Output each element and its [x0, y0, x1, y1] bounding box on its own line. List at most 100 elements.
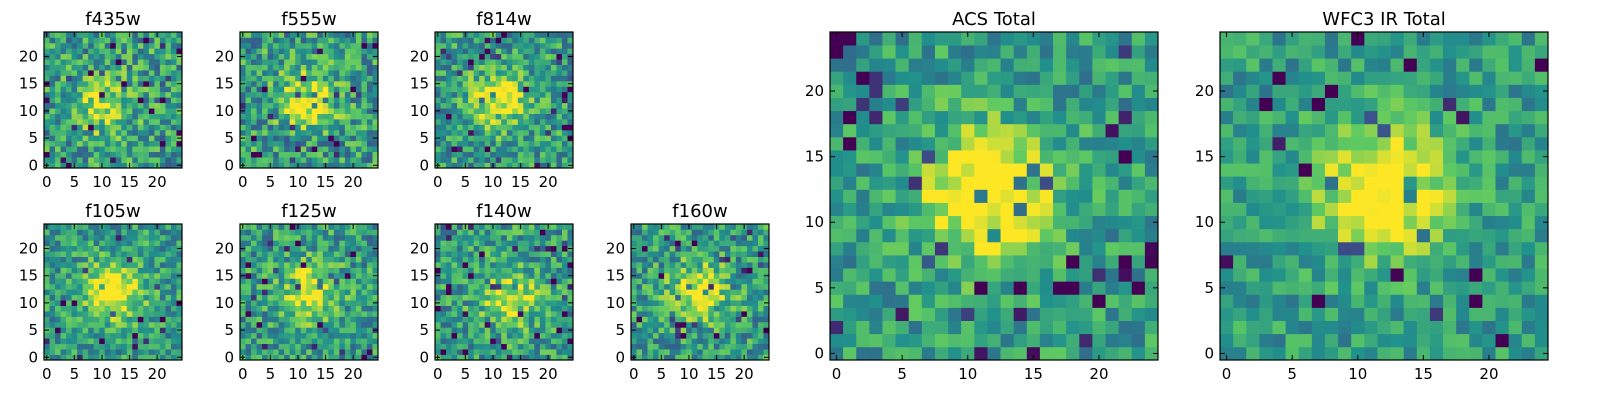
heatmap-cell — [344, 151, 351, 158]
heatmap-cell — [550, 262, 557, 268]
heatmap-cell — [115, 240, 122, 247]
heatmap-cell — [528, 124, 535, 131]
heatmap-cell — [344, 327, 351, 334]
x-tick-label: 10 — [288, 365, 307, 383]
heatmap-cell — [675, 338, 682, 345]
heatmap-cell — [110, 140, 117, 147]
heatmap-cell — [143, 278, 150, 285]
heatmap-cell — [278, 278, 285, 285]
heatmap-cell — [148, 224, 155, 230]
heatmap-cell — [631, 332, 637, 339]
heatmap-cell — [66, 162, 72, 169]
heatmap-cell — [137, 262, 144, 268]
heatmap-cell — [708, 245, 715, 252]
heatmap-cell — [245, 278, 252, 285]
heatmap-cell — [1144, 307, 1159, 321]
heatmap-cell — [669, 278, 676, 285]
heatmap-cell — [528, 321, 535, 328]
heatmap-cell — [77, 245, 83, 252]
heatmap-cell — [735, 267, 742, 274]
heatmap-cell — [366, 48, 373, 55]
heatmap-cell — [256, 53, 263, 60]
heatmap-cell — [517, 102, 524, 109]
heatmap-cell — [567, 91, 574, 98]
heatmap-cell — [176, 157, 183, 163]
heatmap-cell — [539, 70, 546, 76]
heatmap-cell — [165, 311, 172, 317]
heatmap-cell — [132, 146, 139, 153]
heatmap-cell — [278, 256, 285, 263]
heatmap-cell — [355, 300, 362, 306]
heatmap-cell — [843, 241, 857, 256]
heatmap-cell — [506, 113, 513, 120]
heatmap-cell — [154, 75, 161, 82]
heatmap-cell — [284, 59, 291, 65]
heatmap-cell — [361, 354, 368, 361]
heatmap-cell — [366, 311, 373, 317]
heatmap-cell — [355, 321, 362, 328]
heatmap-cell — [724, 332, 731, 339]
heatmap-cell — [104, 91, 111, 98]
heatmap-cell — [658, 267, 665, 274]
heatmap-cell — [110, 294, 117, 301]
heatmap-cell — [653, 354, 659, 361]
heatmap-cell — [262, 343, 268, 350]
heatmap-cell — [322, 229, 329, 236]
heatmap-cell — [115, 135, 122, 142]
heatmap-cell — [154, 278, 161, 285]
heatmap-cell — [702, 305, 709, 312]
heatmap-cell — [506, 75, 513, 82]
heatmap-cell — [88, 267, 95, 274]
heatmap-cell — [273, 151, 279, 158]
heatmap-cell — [159, 316, 166, 323]
heatmap-cell — [567, 32, 574, 38]
heatmap-cell — [556, 157, 563, 163]
heatmap-cell — [295, 124, 302, 131]
heatmap-cell — [245, 300, 252, 306]
heatmap-cell — [473, 272, 480, 279]
heatmap-cell — [528, 245, 535, 252]
heatmap-cell — [567, 349, 574, 355]
heatmap-cell — [339, 42, 346, 49]
heatmap-cell — [143, 135, 150, 142]
heatmap-cell — [88, 283, 95, 290]
heatmap-cell — [284, 229, 291, 236]
heatmap-cell — [512, 146, 519, 153]
heatmap-cell — [66, 229, 72, 236]
heatmap-cell — [60, 140, 67, 147]
heatmap-cell — [267, 113, 274, 120]
y-tick-label: 20 — [215, 47, 234, 65]
heatmap-cell — [757, 229, 764, 236]
heatmap-cell — [495, 349, 502, 355]
heatmap-cell — [561, 262, 568, 268]
heatmap-cell — [289, 316, 296, 323]
heatmap-cell — [159, 108, 166, 114]
heatmap-cell — [256, 316, 263, 323]
heatmap-cell — [104, 119, 111, 125]
heatmap-cell — [121, 135, 128, 142]
heatmap-cell — [311, 162, 318, 169]
heatmap-cell — [317, 135, 324, 142]
heatmap-cell — [856, 241, 870, 256]
heatmap-cell — [462, 151, 469, 158]
heatmap-cell — [457, 332, 463, 339]
heatmap-cell — [702, 332, 709, 339]
heatmap-cell — [1000, 333, 1015, 348]
heatmap-cell — [44, 338, 50, 345]
heatmap-cell — [295, 97, 302, 104]
heatmap-cell — [295, 234, 302, 241]
heatmap-cell — [440, 108, 447, 114]
heatmap-cell — [479, 59, 486, 65]
heatmap-cell — [240, 59, 246, 65]
heatmap-cell — [550, 278, 557, 285]
heatmap-cell — [495, 151, 502, 158]
heatmap-cell — [567, 48, 574, 55]
heatmap-cell — [148, 157, 155, 163]
heatmap-cell — [1026, 333, 1041, 348]
heatmap-cell — [746, 272, 753, 279]
heatmap-cell — [143, 113, 150, 120]
heatmap-cell — [528, 140, 535, 147]
heatmap-cell — [517, 262, 524, 268]
heatmap-cell — [512, 283, 519, 290]
x-tick-label: 10 — [483, 173, 502, 191]
